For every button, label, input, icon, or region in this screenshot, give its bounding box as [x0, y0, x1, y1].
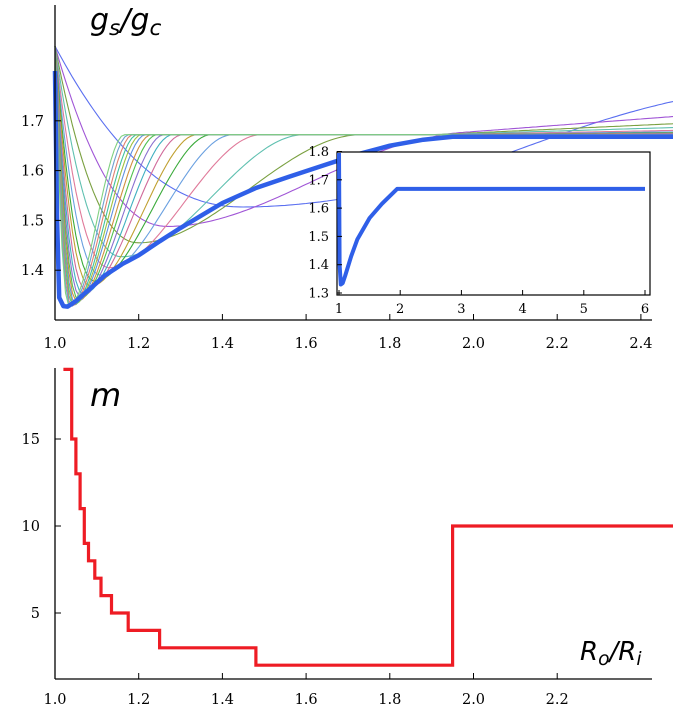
top-y-axis-title: gs/gc — [90, 3, 161, 41]
top-y-tick-label: 1.5 — [21, 213, 44, 229]
inset-x-tick-label: 4 — [518, 302, 526, 317]
inset-y-tick-label: 1.8 — [308, 145, 329, 160]
bottom-y-tick-label: 5 — [31, 606, 40, 622]
bottom-x-tick-label: 1.2 — [127, 692, 150, 708]
top-x-tick-label: 2.0 — [462, 336, 485, 352]
bottom-x-tick-label: 1.4 — [211, 692, 234, 708]
top-x-tick-label: 1.6 — [295, 336, 318, 352]
bottom-x-axis-title: Ro/Ri — [580, 637, 642, 670]
bottom-ticks: 1.0 1.2 1.4 1.6 1.8 2.0 2.2 5 10 15 — [22, 432, 569, 708]
top-y-tick-label: 1.6 — [21, 164, 44, 180]
bottom-x-tick-label: 1.8 — [378, 692, 401, 708]
inset-x-tick-label: 2 — [396, 302, 404, 317]
bottom-y-tick-label: 10 — [22, 519, 40, 535]
top-y-tick-label: 1.7 — [21, 114, 44, 130]
top-x-tick-label: 1.0 — [43, 336, 66, 352]
top-x-tick-label: 1.8 — [378, 336, 401, 352]
inset-x-tick-label: 6 — [641, 302, 649, 317]
bottom-x-tick-label: 2.0 — [462, 692, 485, 708]
top-x-tick-label: 2.2 — [546, 336, 569, 352]
inset-frame — [336, 151, 651, 296]
inset-y-tick-label: 1.7 — [308, 173, 329, 188]
inset-x-tick-label: 3 — [457, 302, 465, 317]
top-x-tick-label: 1.4 — [211, 336, 234, 352]
bottom-y-axis-title: m — [90, 376, 121, 414]
bottom-x-tick-label: 1.0 — [43, 692, 66, 708]
top-x-tick-label: 2.4 — [629, 336, 652, 352]
top-y-tick-label: 1.4 — [21, 263, 44, 279]
bottom-x-tick-label: 1.6 — [295, 692, 318, 708]
bottom-step-curve — [63, 367, 673, 667]
inset-y-tick-label: 1.3 — [308, 287, 329, 302]
top-panel: 1.0 1.2 1.4 1.6 1.8 2.0 2.2 2.4 1.4 1.5 1.6 1.7 gs/… — [21, 3, 673, 352]
inset-y-tick-label: 1.5 — [308, 230, 329, 245]
inset-ticks: 1 2 3 4 5 6 1.3 1.4 1.5 1.6 1.7 1.8 — [308, 145, 649, 317]
inset-envelope-curve — [337, 152, 645, 287]
bottom-y-tick-label: 15 — [22, 432, 40, 448]
top-envelope-curve — [52, 70, 673, 309]
inset-x-tick-label: 1 — [335, 302, 343, 317]
top-ticks: 1.0 1.2 1.4 1.6 1.8 2.0 2.2 2.4 1.4 1.5 1.6 1.7 — [21, 114, 652, 352]
inset-y-tick-label: 1.6 — [308, 202, 329, 217]
top-x-tick-label: 1.2 — [127, 336, 150, 352]
bottom-panel: 1.0 1.2 1.4 1.6 1.8 2.0 2.2 5 10 15 m Ro/Ri — [22, 367, 673, 708]
bottom-x-tick-label: 2.2 — [546, 692, 569, 708]
inset-plot: 1 2 3 4 5 6 1.3 1.4 1.5 1.6 1.7 1.8 — [308, 145, 651, 317]
inset-y-tick-label: 1.4 — [308, 258, 329, 273]
inset-x-tick-label: 5 — [580, 302, 588, 317]
